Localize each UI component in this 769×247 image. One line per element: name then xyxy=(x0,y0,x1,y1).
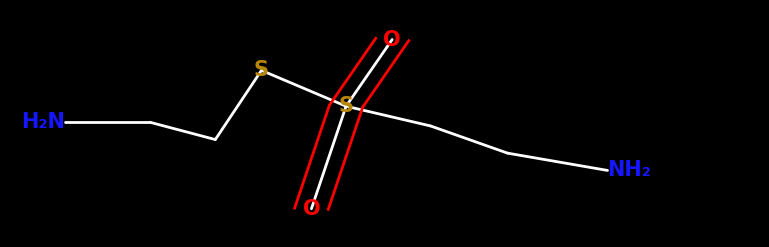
Text: S: S xyxy=(338,96,354,116)
Text: S: S xyxy=(254,61,269,80)
Text: H₂N: H₂N xyxy=(22,112,65,132)
Text: O: O xyxy=(303,199,320,219)
Text: NH₂: NH₂ xyxy=(608,161,651,180)
Text: O: O xyxy=(384,30,401,49)
